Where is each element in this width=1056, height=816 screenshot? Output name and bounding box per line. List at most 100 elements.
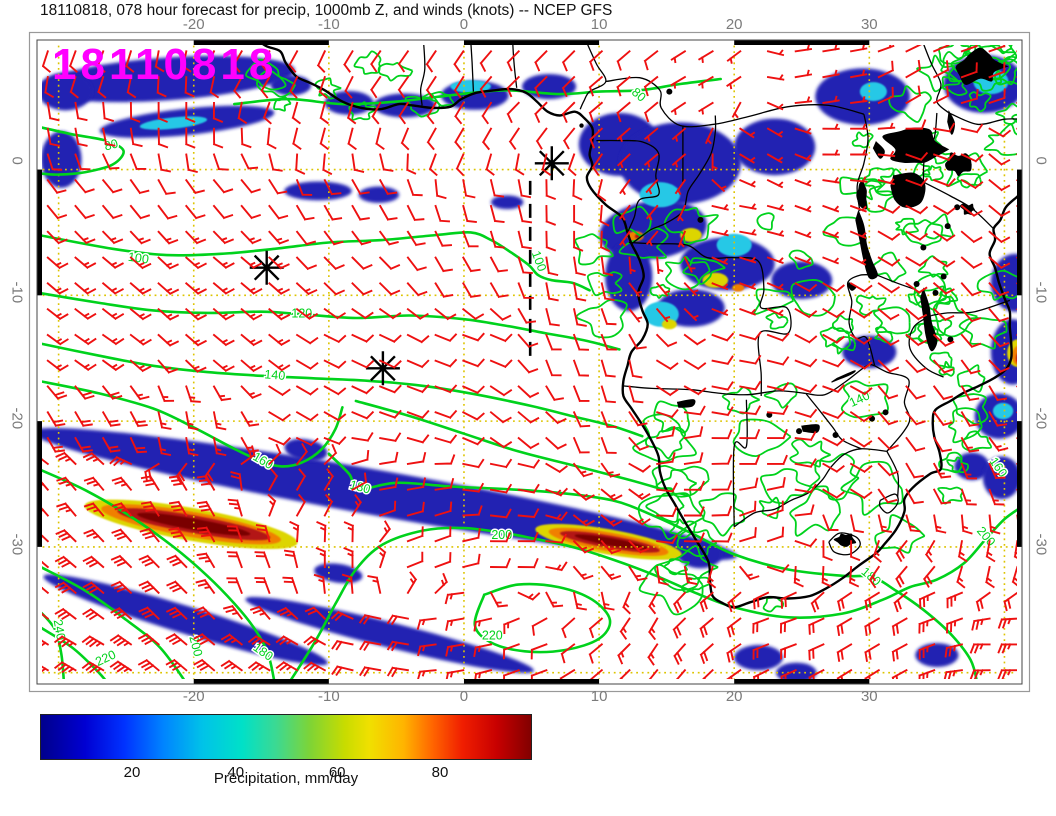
- wind-barb: [794, 178, 812, 187]
- wind-barb: [517, 410, 540, 424]
- wind-barb: [648, 617, 659, 641]
- wind-barb: [822, 540, 833, 562]
- wind-barb: [453, 75, 465, 99]
- wind-barb: [971, 617, 991, 631]
- wind-barb: [545, 533, 567, 544]
- land-contour-squiggle: [682, 257, 726, 285]
- wind-barb: [895, 565, 908, 588]
- land-contour-squiggle: [855, 294, 887, 316]
- wind-barb: [74, 282, 97, 295]
- wind-barb: [386, 666, 409, 678]
- wind-barb: [711, 282, 729, 291]
- low-center-asterisk: [249, 250, 284, 285]
- land-contour-squiggle: [874, 514, 926, 554]
- wind-barb: [268, 359, 291, 372]
- precip-blob: [915, 643, 959, 668]
- wind-barb: [924, 539, 936, 563]
- contour-label: 100: [127, 250, 150, 267]
- wind-barb: [209, 75, 220, 99]
- wind-barb: [531, 617, 548, 636]
- wind-barb: [462, 458, 485, 469]
- terrain-dot: [666, 88, 673, 95]
- wind-barb: [226, 525, 243, 543]
- wind-barb: [489, 282, 509, 299]
- wind-barb: [766, 356, 790, 366]
- contour-label: 240: [51, 618, 68, 641]
- wind-barb: [454, 101, 465, 125]
- wind-barb: [378, 256, 401, 271]
- wind-barb: [794, 538, 818, 548]
- wind-barb: [323, 178, 342, 196]
- terrain-dot: [832, 431, 839, 438]
- wind-barb: [545, 385, 564, 402]
- wind-barb: [670, 101, 687, 115]
- wind-barb: [212, 256, 235, 269]
- wind-barb: [794, 96, 813, 104]
- wind-barb: [711, 256, 729, 266]
- land-contour-squiggle: [428, 91, 455, 107]
- wind-barb: [375, 127, 385, 151]
- wind-barb: [988, 307, 1009, 323]
- wind-barb: [406, 256, 427, 272]
- wind-barb: [932, 410, 953, 427]
- land-contour-squiggle: [698, 492, 746, 537]
- wind-barb: [711, 229, 729, 237]
- wind-barb: [489, 385, 513, 397]
- wind-barb: [341, 573, 354, 594]
- wind-barb: [268, 443, 282, 466]
- wind-barb: [918, 591, 936, 609]
- wind-barb: [157, 333, 180, 347]
- wind-barb: [655, 385, 679, 397]
- wind-barb: [655, 282, 671, 297]
- wind-barb: [752, 617, 770, 634]
- wind-barb: [434, 572, 449, 595]
- wind-barb: [517, 557, 539, 569]
- wind-barb: [545, 282, 559, 302]
- wind-barb: [905, 462, 924, 479]
- wind-barb: [905, 410, 926, 426]
- terrain-dot: [932, 289, 939, 296]
- wind-barb: [137, 633, 160, 646]
- wind-barb: [683, 359, 707, 371]
- wind-barb: [74, 256, 97, 269]
- wind-barb: [46, 385, 68, 400]
- wind-barb: [101, 359, 125, 372]
- wind-barb: [591, 153, 604, 176]
- wind-barb: [588, 617, 604, 639]
- wind-barb: [731, 101, 742, 119]
- wind-barb: [74, 307, 97, 320]
- wind-barb: [918, 643, 936, 660]
- wind-barb: [168, 526, 188, 543]
- wind-barb: [165, 633, 188, 646]
- wind-barb: [406, 178, 423, 197]
- wind-barb: [462, 385, 485, 395]
- wind-barb: [672, 617, 687, 639]
- land-contour-squiggle: [912, 162, 931, 178]
- wind-barb: [739, 500, 757, 517]
- y-tick-label-right: -20: [1032, 407, 1050, 430]
- map-frame: [28, 31, 1031, 693]
- land-contour-squiggle: [763, 382, 798, 409]
- wind-barb: [560, 643, 576, 664]
- wind-barb: [836, 591, 853, 612]
- wind-barb: [849, 307, 873, 319]
- wind-barb: [330, 610, 354, 622]
- wind-barb: [683, 426, 704, 440]
- wind-barb: [711, 480, 733, 491]
- wind-barb: [656, 408, 679, 419]
- wind-barb: [220, 659, 244, 672]
- land-contour-squiggle: [645, 492, 685, 523]
- wind-barb: [157, 230, 179, 245]
- wind-barb: [129, 282, 152, 295]
- wind-barb: [129, 101, 141, 123]
- wind-barb: [489, 230, 505, 249]
- wind-barb: [600, 488, 623, 501]
- wind-barb: [697, 75, 714, 89]
- wind-barb: [406, 307, 429, 320]
- wind-barb: [378, 384, 402, 394]
- wind-barb: [877, 436, 899, 451]
- wind-barb: [600, 539, 622, 555]
- wind-barb: [589, 127, 604, 149]
- wind-barb: [517, 256, 533, 275]
- lake: [676, 399, 696, 408]
